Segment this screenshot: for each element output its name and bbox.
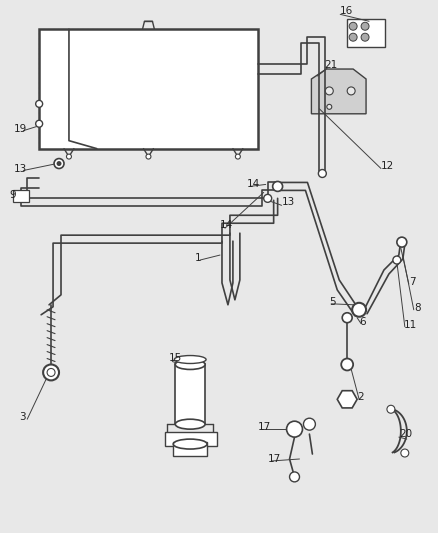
Circle shape — [352, 303, 366, 317]
Circle shape — [54, 158, 64, 168]
Circle shape — [286, 421, 303, 437]
Circle shape — [235, 154, 240, 159]
Bar — [13, 190, 29, 203]
Bar — [347, 19, 385, 47]
Text: 11: 11 — [404, 320, 417, 330]
Bar — [173, 442, 207, 456]
Ellipse shape — [173, 439, 207, 449]
Text: 13: 13 — [282, 197, 295, 207]
Circle shape — [35, 120, 42, 127]
Circle shape — [273, 181, 283, 191]
Ellipse shape — [175, 419, 205, 429]
Text: 7: 7 — [409, 277, 415, 287]
Circle shape — [327, 104, 332, 109]
Circle shape — [146, 154, 151, 159]
Text: 20: 20 — [399, 429, 412, 439]
Circle shape — [290, 472, 300, 482]
Circle shape — [325, 87, 333, 95]
Circle shape — [304, 418, 315, 430]
Text: 6: 6 — [359, 317, 366, 327]
Text: 21: 21 — [324, 60, 338, 70]
Circle shape — [264, 195, 272, 203]
Circle shape — [318, 169, 326, 177]
Circle shape — [349, 33, 357, 41]
Bar — [175, 365, 205, 424]
Text: 16: 16 — [340, 6, 353, 17]
Ellipse shape — [175, 360, 205, 369]
Text: 2: 2 — [357, 392, 364, 402]
Circle shape — [361, 33, 369, 41]
Text: 5: 5 — [329, 297, 336, 307]
Circle shape — [43, 365, 59, 381]
Circle shape — [35, 100, 42, 107]
Text: 15: 15 — [168, 352, 182, 362]
Text: 9: 9 — [9, 190, 16, 200]
Circle shape — [349, 22, 357, 30]
Bar — [165, 432, 217, 446]
Polygon shape — [311, 69, 366, 114]
Text: 14: 14 — [220, 220, 233, 230]
Circle shape — [397, 237, 407, 247]
Text: 12: 12 — [381, 160, 394, 171]
Polygon shape — [337, 391, 357, 408]
Circle shape — [393, 256, 401, 264]
Circle shape — [57, 161, 61, 166]
Text: 14: 14 — [247, 180, 260, 189]
Circle shape — [401, 449, 409, 457]
Circle shape — [387, 405, 395, 413]
Text: 3: 3 — [19, 412, 26, 422]
Circle shape — [47, 368, 55, 376]
Circle shape — [67, 154, 71, 159]
Circle shape — [342, 313, 352, 322]
Circle shape — [361, 22, 369, 30]
Ellipse shape — [174, 356, 206, 364]
Text: 19: 19 — [13, 124, 27, 134]
Text: 13: 13 — [13, 164, 27, 174]
Text: 1: 1 — [195, 253, 202, 263]
Circle shape — [341, 359, 353, 370]
Circle shape — [347, 87, 355, 95]
Text: 17: 17 — [268, 454, 281, 464]
Bar — [39, 29, 258, 149]
Text: 8: 8 — [414, 303, 420, 313]
Text: 17: 17 — [258, 422, 271, 432]
